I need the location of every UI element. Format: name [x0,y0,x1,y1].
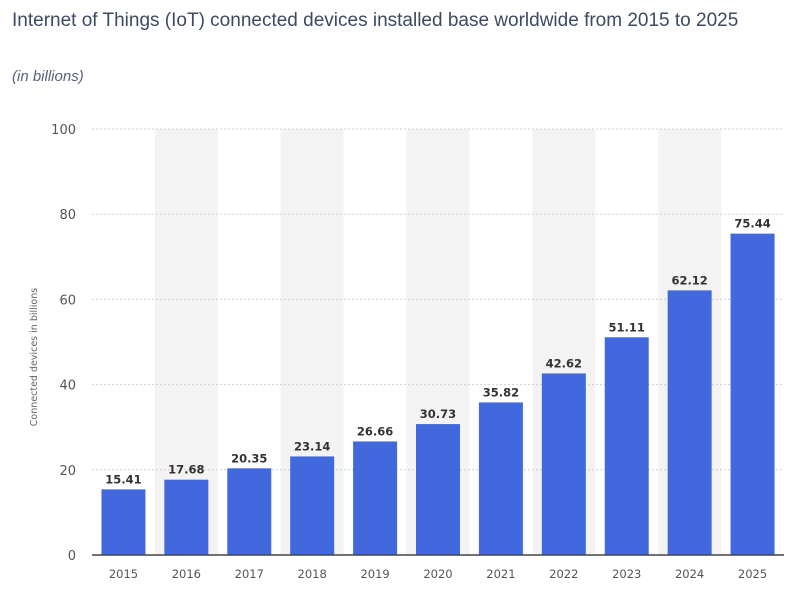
y-tick-label: 100 [51,123,76,138]
bar [353,441,398,555]
x-tick-label: 2018 [298,567,327,581]
data-label: 20.35 [231,451,267,465]
y-tick-label: 20 [59,464,76,479]
data-label: 15.41 [105,472,141,486]
data-label: 35.82 [483,385,519,399]
data-label: 30.73 [420,407,456,421]
data-label: 26.66 [357,424,393,438]
bar [478,402,523,555]
bar [541,373,586,555]
x-tick-label: 2021 [486,567,515,581]
data-label: 62.12 [671,273,707,287]
chart-title: Internet of Things (IoT) connected devic… [12,10,739,31]
y-tick-label: 60 [59,293,76,308]
x-tick-label: 2023 [612,567,641,581]
y-axis-label: Connected devices in billions [29,288,40,426]
x-tick-label: 2024 [675,567,704,581]
bar [227,468,272,555]
bar [290,456,335,555]
bar [164,479,209,555]
data-label: 17.68 [168,463,204,477]
x-tick-label: 2019 [360,567,389,581]
x-tick-label: 2025 [738,567,767,581]
data-label: 75.44 [734,217,770,231]
data-label: 23.14 [294,439,330,453]
bar [730,233,775,555]
x-tick-label: 2020 [423,567,452,581]
bar [416,424,460,555]
x-tick-label: 2022 [549,567,578,581]
y-tick-label: 40 [59,379,76,394]
y-tick-label: 0 [68,549,76,564]
data-label: 42.62 [546,356,582,370]
bar [101,489,146,555]
chart-subtitle: (in billions) [12,68,84,85]
bar [667,290,712,555]
bar [604,337,649,555]
x-tick-label: 2016 [172,567,201,581]
x-tick-label: 2017 [235,567,264,581]
data-label: 51.11 [609,320,645,334]
y-tick-label: 80 [59,208,76,223]
x-tick-label: 2015 [109,567,138,581]
